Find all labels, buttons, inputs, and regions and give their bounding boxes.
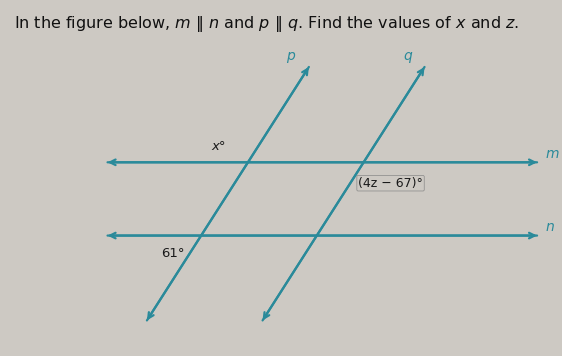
Text: q: q xyxy=(404,49,413,63)
Text: m: m xyxy=(545,147,559,161)
Text: p: p xyxy=(286,49,295,63)
Text: (4z − 67)°: (4z − 67)° xyxy=(358,177,423,190)
Text: x°: x° xyxy=(211,140,226,153)
Text: In the figure below, $m$ $\|$ $n$ and $p$ $\|$ $q$. Find the values of $x$ and $: In the figure below, $m$ $\|$ $n$ and $p… xyxy=(14,14,519,34)
Text: n: n xyxy=(545,220,554,234)
Text: 61°: 61° xyxy=(161,246,184,260)
